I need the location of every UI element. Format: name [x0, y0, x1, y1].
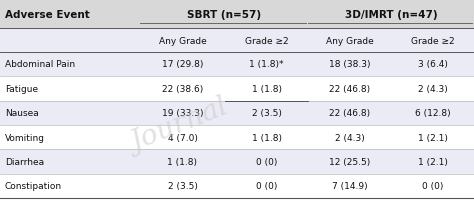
Text: Grade ≥2: Grade ≥2 — [245, 36, 289, 45]
Text: 1 (1.8): 1 (1.8) — [167, 157, 198, 166]
Text: Constipation: Constipation — [5, 181, 62, 190]
Text: 1 (2.1): 1 (2.1) — [418, 133, 447, 142]
Text: 6 (12.8): 6 (12.8) — [415, 109, 450, 118]
Text: Nausea: Nausea — [5, 109, 38, 118]
Text: Diarrhea: Diarrhea — [5, 157, 44, 166]
Text: Adverse Event: Adverse Event — [5, 10, 90, 20]
Bar — [0, 149, 474, 174]
Text: Vomiting: Vomiting — [5, 133, 45, 142]
Text: 2 (3.5): 2 (3.5) — [252, 109, 282, 118]
Text: 0 (0): 0 (0) — [422, 181, 443, 190]
Text: 17 (29.8): 17 (29.8) — [162, 60, 203, 69]
Text: Any Grade: Any Grade — [326, 36, 374, 45]
Text: 4 (7.0): 4 (7.0) — [167, 133, 198, 142]
Text: 12 (25.5): 12 (25.5) — [329, 157, 370, 166]
Text: 19 (33.3): 19 (33.3) — [162, 109, 203, 118]
Text: SBRT (n=57): SBRT (n=57) — [187, 10, 261, 20]
Text: 3 (6.4): 3 (6.4) — [418, 60, 447, 69]
Text: 3D/IMRT (n=47): 3D/IMRT (n=47) — [345, 10, 438, 20]
Text: 1 (1.8)*: 1 (1.8)* — [249, 60, 284, 69]
Text: 7 (14.9): 7 (14.9) — [332, 181, 367, 190]
Text: Journal: Journal — [128, 94, 233, 157]
Text: 0 (0): 0 (0) — [256, 157, 277, 166]
Text: 22 (46.8): 22 (46.8) — [329, 109, 370, 118]
Bar — [0, 101, 474, 125]
Text: 1 (2.1): 1 (2.1) — [418, 157, 447, 166]
Text: 2 (4.3): 2 (4.3) — [418, 84, 447, 93]
Text: Fatigue: Fatigue — [5, 84, 38, 93]
Bar — [0, 53, 474, 77]
Text: 0 (0): 0 (0) — [256, 181, 277, 190]
Text: 2 (4.3): 2 (4.3) — [335, 133, 365, 142]
Text: 1 (1.8): 1 (1.8) — [252, 84, 282, 93]
Text: 22 (38.6): 22 (38.6) — [162, 84, 203, 93]
Text: 1 (1.8): 1 (1.8) — [252, 133, 282, 142]
Text: 22 (46.8): 22 (46.8) — [329, 84, 370, 93]
Text: Any Grade: Any Grade — [159, 36, 206, 45]
Text: 2 (3.5): 2 (3.5) — [167, 181, 198, 190]
Bar — [0, 29, 474, 53]
Bar — [0, 125, 474, 149]
Text: 18 (38.3): 18 (38.3) — [329, 60, 370, 69]
Bar — [0, 77, 474, 101]
Text: Abdominal Pain: Abdominal Pain — [5, 60, 75, 69]
Bar — [0, 174, 474, 198]
Text: Grade ≥2: Grade ≥2 — [410, 36, 455, 45]
Bar — [0, 0, 474, 29]
